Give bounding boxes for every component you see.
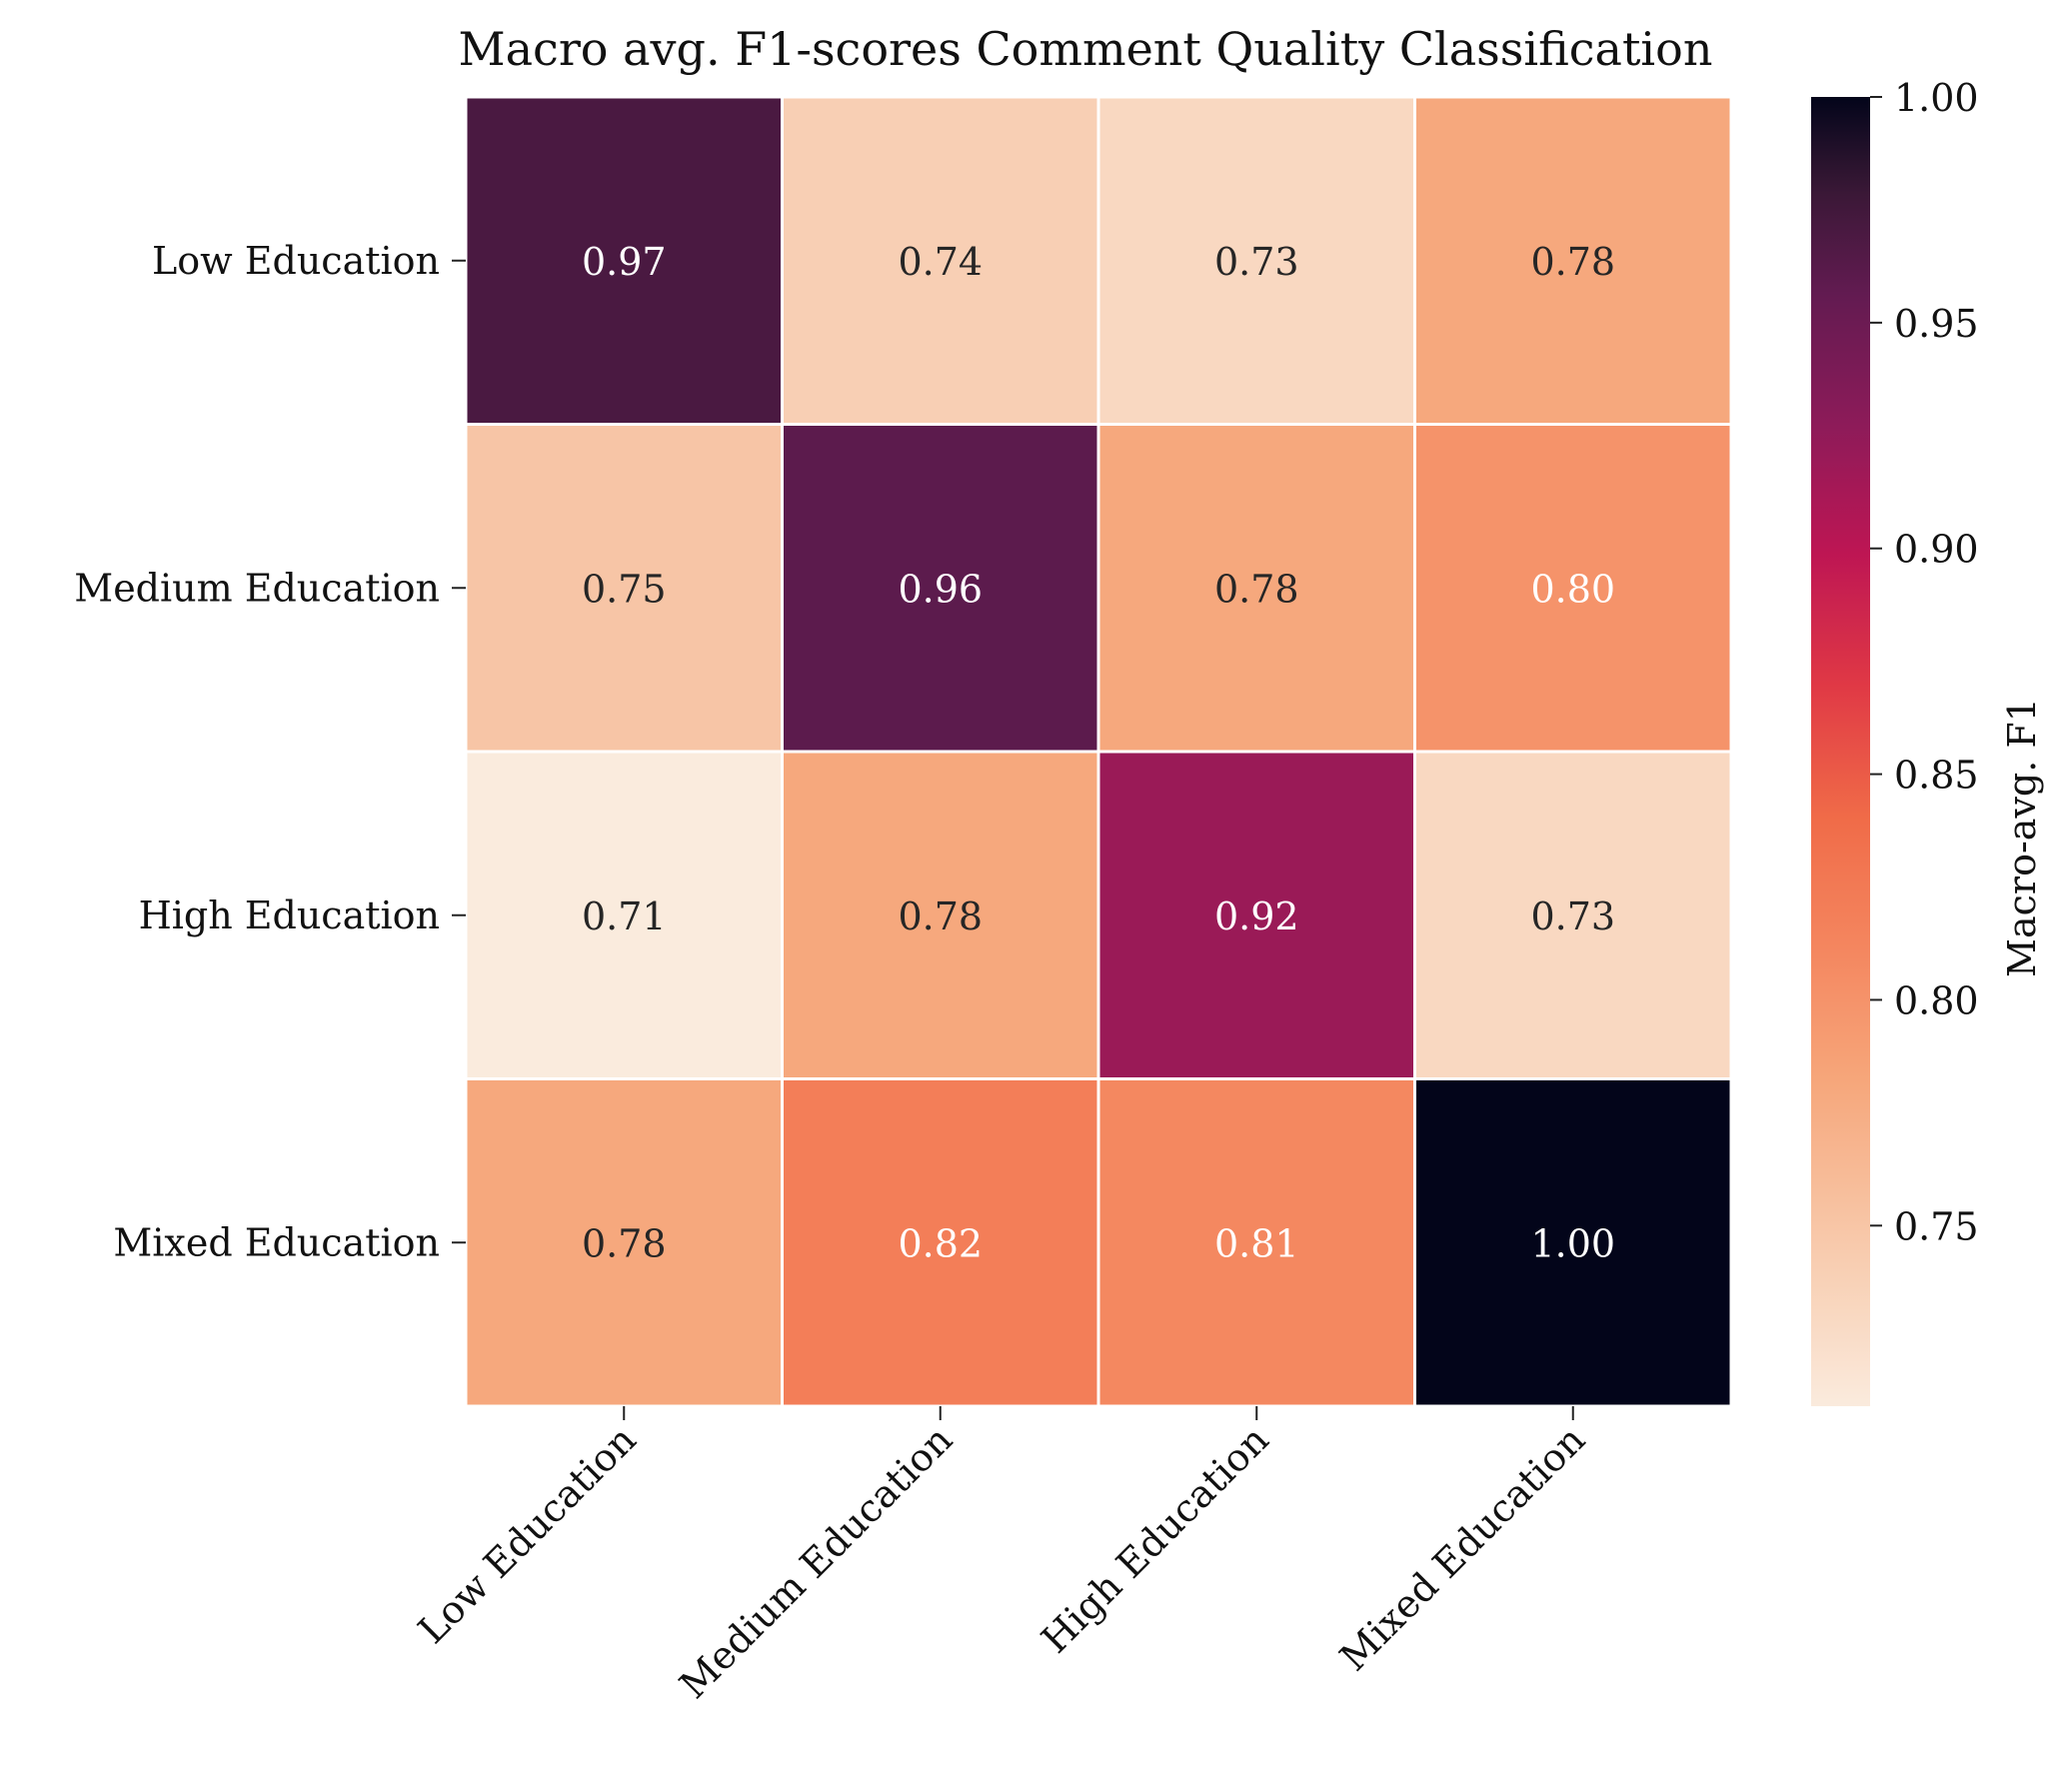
column-label: High Education <box>1033 1417 1276 1661</box>
row-label: Mixed Education <box>113 1220 440 1264</box>
heatmap-cell <box>464 423 784 754</box>
cell-value-label: 0.96 <box>898 567 983 611</box>
cell-value-label: 0.73 <box>1214 240 1299 284</box>
cell-value-label: 1.00 <box>1530 1221 1615 1265</box>
cell-value-label: 0.81 <box>1214 1221 1299 1265</box>
cell-value-label: 0.74 <box>898 240 983 284</box>
heatmap-cell <box>1413 95 1733 426</box>
chart-title: Macro avg. F1-scores Comment Quality Cla… <box>459 22 1713 76</box>
column-label: Medium Education <box>671 1417 961 1707</box>
heatmap-cell <box>1413 1077 1733 1408</box>
column-labels: Low Education Medium Education High Educat… <box>410 1406 1593 1707</box>
cell-value-label: 0.75 <box>582 567 667 611</box>
cell-value-label: 0.78 <box>1214 567 1299 611</box>
heatmap-cell <box>1096 95 1416 426</box>
row-label: Low Education <box>152 239 440 283</box>
cell-value-label: 0.78 <box>582 1221 667 1265</box>
column-label: Low Education <box>410 1417 645 1652</box>
heatmap-cell <box>781 1077 1100 1408</box>
colorbar-tick-label: 0.80 <box>1894 978 1979 1022</box>
colorbar-tick-label: 0.75 <box>1894 1204 1979 1248</box>
colorbar-label: Macro-avg. F1 <box>2000 698 2044 977</box>
heatmap-cell <box>464 95 784 426</box>
cell-value-label: 0.82 <box>898 1221 983 1265</box>
colorbar-tick-label: 1.00 <box>1894 76 1979 120</box>
colorbar-gradient <box>1811 97 1870 1406</box>
colorbar-tick-label: 0.85 <box>1894 754 1979 798</box>
cell-value-label: 0.78 <box>1530 240 1615 284</box>
heatmap-cell <box>1413 423 1733 754</box>
cell-value-label: 0.78 <box>898 894 983 938</box>
cell-value-label: 0.80 <box>1530 567 1615 611</box>
heatmap-cell <box>781 95 1100 426</box>
heatmap-cell <box>781 750 1100 1080</box>
heatmap-cell <box>781 423 1100 754</box>
row-label: Medium Education <box>74 566 440 610</box>
colorbar-tick-label: 0.90 <box>1894 528 1979 572</box>
cell-value-label: 0.97 <box>582 240 667 284</box>
colorbar-tick-label: 0.95 <box>1894 302 1979 346</box>
heatmap-cell <box>1096 1077 1416 1408</box>
row-labels: Low Education Medium Education High Educat… <box>74 239 466 1264</box>
heatmap-cell <box>464 1077 784 1408</box>
heatmap-cell <box>1413 750 1733 1080</box>
cell-value-label: 0.92 <box>1214 894 1299 938</box>
row-label: High Education <box>139 893 440 937</box>
colorbar: 1.00 0.95 0.90 0.85 0.80 0.75 <box>1811 76 1979 1406</box>
heatmap-cells: 0.97 0.74 0.73 0.78 0.75 0.96 0.78 0.80 0.71 0.78… <box>464 95 1733 1408</box>
cell-value-label: 0.71 <box>582 894 667 938</box>
column-label: Mixed Education <box>1331 1417 1593 1679</box>
cell-value-label: 0.73 <box>1530 894 1615 938</box>
